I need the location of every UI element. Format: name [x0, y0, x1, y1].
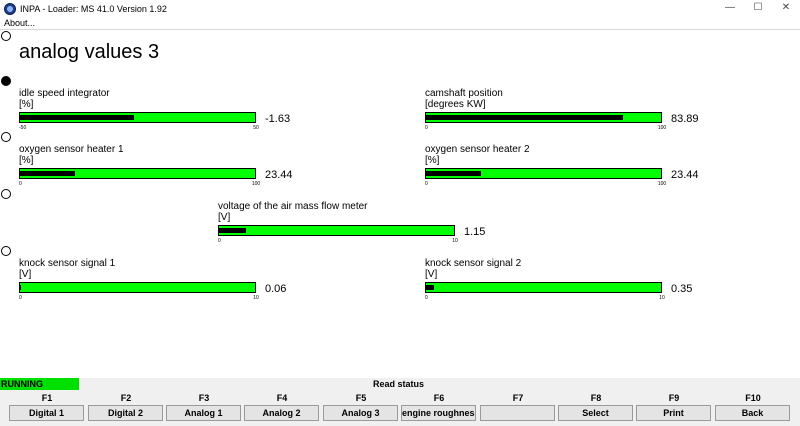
- gauge-label: knock sensor signal 2: [425, 258, 522, 269]
- f8-select-button[interactable]: Select: [558, 405, 633, 421]
- function-key-buttons: Digital 1 Digital 2 Analog 1 Analog 2 An…: [0, 405, 800, 422]
- screen-selector-radio-3[interactable]: [1, 132, 11, 142]
- gauge-unit: [V]: [218, 212, 231, 223]
- gauge-max-label: 100: [251, 181, 261, 187]
- gauge-max-label: 10: [452, 238, 458, 244]
- fkey-label-f9: F9: [668, 393, 680, 403]
- title-bar: INPA - Loader: MS 41.0 Version 1.92 — ☐ …: [0, 0, 800, 17]
- status-running-badge: RUNNING: [0, 378, 79, 390]
- f6-engine-roughness-button[interactable]: engine roughness: [401, 405, 476, 421]
- fkey-label-f7: F7: [512, 393, 524, 403]
- main-panel: analog values 3 idle speed integrator [%…: [0, 29, 800, 378]
- gauge-min-label: 0: [19, 181, 22, 187]
- gauge-label: camshaft position: [425, 88, 503, 99]
- gauge-unit: [%]: [19, 99, 34, 110]
- gauge-value: -1.63: [265, 113, 291, 125]
- maximize-button[interactable]: ☐: [753, 2, 763, 13]
- f3-analog-1-button[interactable]: Analog 1: [166, 405, 241, 421]
- app-icon: [4, 2, 16, 15]
- gauge-value: 23.44: [265, 169, 293, 181]
- minimize-button[interactable]: —: [725, 2, 735, 13]
- gauge-value: 23.44: [671, 169, 699, 181]
- gauge-unit: [%]: [425, 155, 440, 166]
- fkey-label-f5: F5: [355, 393, 367, 403]
- fkey-label-f4: F4: [276, 393, 288, 403]
- gauge-min-label: -50: [19, 125, 27, 131]
- f4-analog-2-button[interactable]: Analog 2: [244, 405, 319, 421]
- window-title: INPA - Loader: MS 41.0 Version 1.92: [20, 3, 167, 14]
- gauge-value: 0.35: [671, 283, 693, 295]
- gauge-knock-sensor-2: knock sensor signal 2 [V] 0.35 0 10: [425, 258, 705, 306]
- gauge-unit: [degrees KW]: [425, 99, 486, 110]
- screen-selector-radio-1[interactable]: [1, 31, 11, 41]
- gauge-label: oxygen sensor heater 2: [425, 144, 530, 155]
- fkey-label-f8: F8: [590, 393, 602, 403]
- f5-analog-3-button[interactable]: Analog 3: [323, 405, 398, 421]
- fkey-label-f3: F3: [198, 393, 210, 403]
- function-key-labels: F1 F2 F3 F4 F5 F6 F7 F8 F9 F10: [0, 392, 800, 404]
- menu-item-about[interactable]: About...: [4, 18, 36, 28]
- gauge-unit: [V]: [425, 269, 438, 280]
- screen-selector-radio-2[interactable]: [1, 76, 11, 86]
- gauge-bar: [425, 168, 662, 179]
- gauge-bar: [425, 282, 662, 293]
- f1-digital-1-button[interactable]: Digital 1: [9, 405, 84, 421]
- fkey-label-f10: F10: [745, 393, 761, 403]
- menu-bar: About...: [0, 17, 800, 29]
- screen-title: analog values 3: [19, 41, 160, 63]
- gauge-oxygen-sensor-heater-2: oxygen sensor heater 2 [%] 23.44 0 100: [425, 144, 705, 192]
- gauge-min-label: 0: [425, 295, 428, 301]
- gauge-fill: [426, 171, 481, 176]
- gauge-max-label: 50: [253, 125, 259, 131]
- gauge-air-mass-flow-voltage: voltage of the air mass flow meter [V] 1…: [218, 201, 498, 249]
- gauge-max-label: 10: [253, 295, 259, 301]
- gauge-fill: [20, 115, 134, 120]
- gauge-max-label: 10: [659, 295, 665, 301]
- screen-selector-radio-4[interactable]: [1, 189, 11, 199]
- gauge-bar: [19, 168, 256, 179]
- gauge-unit: [V]: [19, 269, 32, 280]
- gauge-label: idle speed integrator: [19, 88, 110, 99]
- gauge-label: voltage of the air mass flow meter: [218, 201, 368, 212]
- f10-back-button[interactable]: Back: [715, 405, 790, 421]
- f2-digital-2-button[interactable]: Digital 2: [88, 405, 163, 421]
- fkey-label-f1: F1: [41, 393, 53, 403]
- gauge-unit: [%]: [19, 155, 34, 166]
- gauge-min-label: 0: [425, 125, 428, 131]
- gauge-max-label: 100: [657, 125, 667, 131]
- f7-empty-button[interactable]: [480, 405, 555, 421]
- gauge-label: oxygen sensor heater 1: [19, 144, 124, 155]
- close-button[interactable]: ✕: [781, 2, 791, 13]
- f9-print-button[interactable]: Print: [636, 405, 711, 421]
- gauge-fill: [426, 115, 623, 120]
- fkey-label-f6: F6: [433, 393, 445, 403]
- gauge-bar: [19, 112, 256, 123]
- gauge-knock-sensor-1: knock sensor signal 1 [V] 0.06 0 10: [19, 258, 299, 306]
- gauge-fill: [20, 171, 75, 176]
- gauge-min-label: 0: [425, 181, 428, 187]
- gauge-fill: [20, 285, 21, 290]
- gauge-value: 0.06: [265, 283, 287, 295]
- status-read-text: Read status: [373, 379, 425, 389]
- gauge-bar: [425, 112, 662, 123]
- gauge-bar: [19, 282, 256, 293]
- screen-selector-radio-5[interactable]: [1, 246, 11, 256]
- gauge-min-label: 0: [218, 238, 221, 244]
- gauge-camshaft-position: camshaft position [degrees KW] 83.89 0 1…: [425, 88, 705, 136]
- gauge-max-label: 100: [657, 181, 667, 187]
- fkey-label-f2: F2: [120, 393, 132, 403]
- gauge-fill: [219, 228, 246, 233]
- gauge-min-label: 0: [19, 295, 22, 301]
- gauge-label: knock sensor signal 1: [19, 258, 116, 269]
- gauge-bar: [218, 225, 455, 236]
- gauge-value: 83.89: [671, 113, 699, 125]
- status-bar: RUNNING Read status: [0, 378, 800, 390]
- gauge-value: 1.15: [464, 226, 486, 238]
- gauge-fill: [426, 285, 434, 290]
- gauge-idle-speed-integrator: idle speed integrator [%] -1.63 -50 50: [19, 88, 299, 136]
- gauge-oxygen-sensor-heater-1: oxygen sensor heater 1 [%] 23.44 0 100: [19, 144, 299, 192]
